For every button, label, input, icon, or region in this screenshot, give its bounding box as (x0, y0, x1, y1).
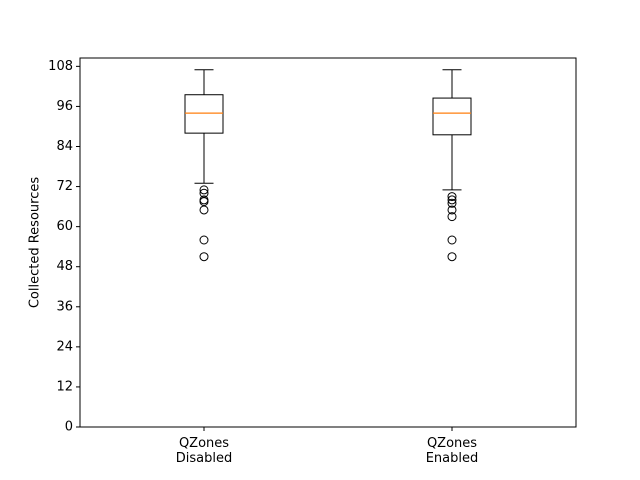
x-tick-label-line: Enabled (426, 451, 479, 466)
outlier-point (447, 192, 457, 202)
marks-layer (184, 69, 472, 262)
y-tick-label: 0 (65, 420, 73, 435)
x-tick-label: QZones Enabled (426, 436, 479, 466)
outlier-point (447, 195, 457, 205)
x-tick-label-line: QZones (179, 436, 229, 451)
y-tick-label: 84 (56, 139, 73, 154)
y-tick-label: 36 (56, 299, 73, 314)
y-axis-label: Collected Resources (28, 177, 43, 308)
outlier-point (447, 198, 457, 208)
plot-frame (79, 57, 577, 428)
outlier-point (199, 185, 209, 195)
outlier-point (447, 205, 457, 215)
y-tick-label: 72 (56, 179, 73, 194)
y-tick-label: 108 (48, 59, 73, 74)
iqr-box (184, 94, 224, 134)
y-tick-label: 96 (56, 99, 73, 114)
y-tick-label: 60 (56, 219, 73, 234)
x-tick-label: QZones Disabled (176, 436, 232, 466)
outlier-point (447, 212, 457, 222)
outlier-point (447, 235, 457, 245)
x-tick-label-line: Disabled (176, 451, 232, 466)
y-tick-label: 24 (56, 339, 73, 354)
outlier-point (199, 235, 209, 245)
outlier-point (199, 252, 209, 262)
y-tick-label: 48 (56, 259, 73, 274)
x-tick-label-line: QZones (427, 436, 477, 451)
y-tick-label: 12 (56, 379, 73, 394)
outlier-point (199, 205, 209, 215)
iqr-box (432, 97, 472, 136)
outlier-point (447, 252, 457, 262)
